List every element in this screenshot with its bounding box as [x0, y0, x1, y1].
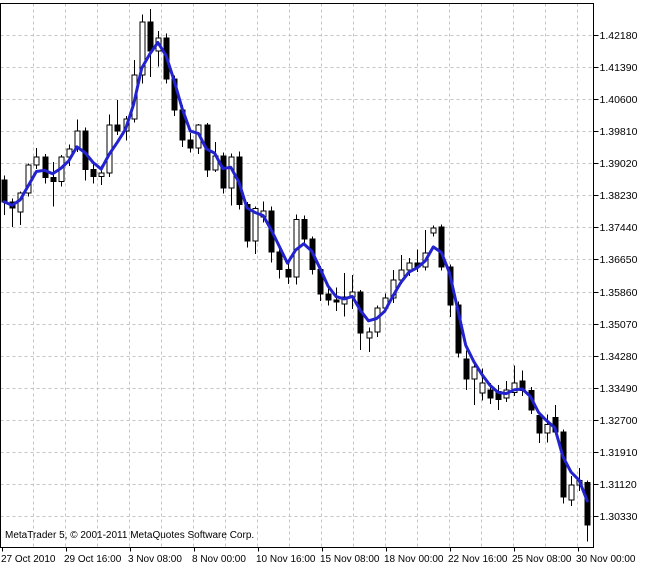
moving-average-line — [2, 41, 589, 503]
y-axis-label: 1.38230 — [600, 190, 638, 202]
bear-candle-body — [42, 156, 49, 178]
bear-candle-body — [333, 299, 340, 303]
x-axis-label: 15 Nov 08:00 — [320, 554, 380, 565]
bear-candle-body — [50, 176, 57, 183]
bull-candle-body — [139, 21, 146, 76]
y-axis-label: 1.39810 — [600, 126, 638, 138]
bull-candle-body — [471, 366, 478, 380]
plot-border — [0, 3, 594, 548]
bull-candle-body — [544, 424, 551, 434]
bull-candle-body — [98, 172, 105, 177]
bull-candle-body — [252, 208, 259, 242]
x-axis-label: 30 Nov 00:00 — [576, 554, 636, 565]
x-axis-label: 25 Nov 08:00 — [512, 554, 572, 565]
y-axis-label: 1.33490 — [600, 383, 638, 395]
y-axis-label: 1.35860 — [600, 287, 638, 299]
y-axis-label: 1.31120 — [600, 479, 637, 491]
y-axis-label: 1.36650 — [600, 254, 638, 266]
bear-candle-body — [438, 226, 445, 268]
y-axis-label: 1.41390 — [600, 62, 638, 74]
bear-candle-body — [90, 168, 97, 177]
bear-candle-body — [187, 139, 194, 149]
y-axis-label: 1.42180 — [600, 30, 638, 42]
x-axis-label: 27 Oct 2010 — [1, 554, 56, 565]
bear-candle-body — [487, 389, 494, 399]
bear-candle-body — [301, 219, 308, 240]
y-axis-label: 1.30330 — [600, 511, 638, 523]
bull-candle-body — [366, 331, 373, 339]
bull-candle-body — [406, 262, 413, 271]
bear-candle-body — [325, 293, 332, 301]
copyright-label: MetaTrader 5, © 2001-2011 MetaQuotes Sof… — [5, 530, 255, 541]
bull-candle-body — [568, 484, 575, 501]
y-axis-label: 1.37440 — [600, 222, 638, 234]
y-axis-label: 1.40600 — [600, 94, 638, 106]
bear-candle-body — [584, 482, 591, 526]
bull-candle-body — [33, 156, 40, 166]
bear-candle-body — [285, 269, 292, 278]
x-axis-label: 8 Nov 00:00 — [192, 554, 246, 565]
bull-candle-body — [511, 382, 518, 394]
bull-candle-body — [430, 227, 437, 234]
bear-candle-body — [276, 251, 283, 271]
bear-candle-body — [1, 179, 8, 203]
x-axis-label: 10 Nov 16:00 — [256, 554, 316, 565]
bull-candle-body — [341, 296, 348, 305]
x-axis-label: 22 Nov 16:00 — [448, 554, 508, 565]
y-axis-label: 1.39020 — [600, 158, 638, 170]
y-axis-label: 1.35070 — [600, 319, 638, 331]
x-axis-label: 3 Nov 08:00 — [128, 554, 182, 565]
bear-candle-body — [114, 124, 121, 132]
bear-candle-body — [536, 415, 543, 434]
bear-candle-body — [463, 358, 470, 380]
bull-candle-body — [479, 382, 486, 394]
bear-candle-body — [147, 21, 154, 52]
y-axis-label: 1.31910 — [600, 447, 638, 459]
bear-candle-body — [220, 155, 227, 189]
y-axis-label: 1.32700 — [600, 415, 638, 427]
bear-candle-body — [560, 431, 567, 498]
x-axis-label: 29 Oct 16:00 — [64, 554, 122, 565]
y-axis-label: 1.34280 — [600, 351, 638, 363]
x-axis-label: 18 Nov 00:00 — [384, 554, 444, 565]
